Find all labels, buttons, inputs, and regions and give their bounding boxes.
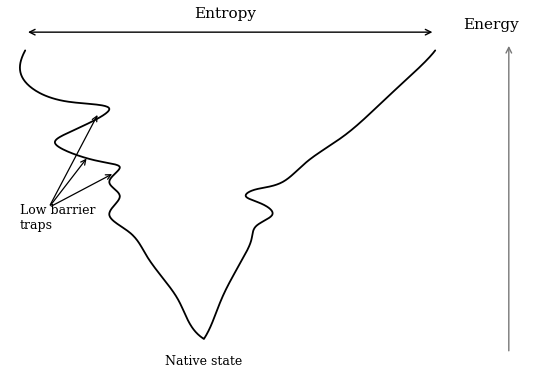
Text: Entropy: Entropy	[194, 7, 256, 21]
Text: Energy: Energy	[464, 18, 520, 32]
Text: Low barrier
traps: Low barrier traps	[20, 205, 96, 232]
Text: Native state: Native state	[166, 355, 242, 368]
